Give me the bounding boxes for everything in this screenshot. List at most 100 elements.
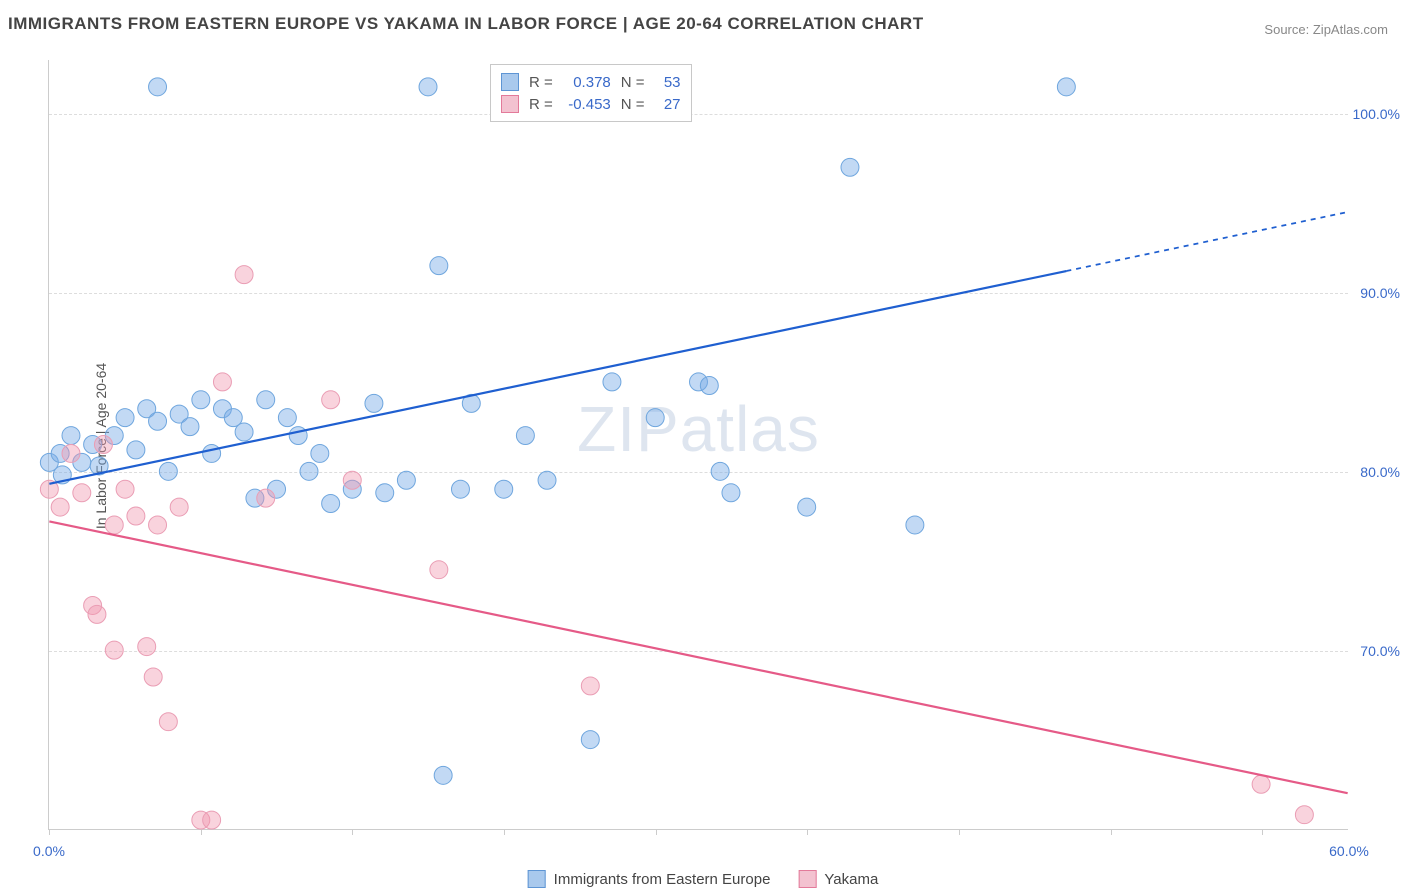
data-point: [495, 480, 513, 498]
series-swatch: [501, 73, 519, 91]
n-label: N =: [621, 96, 645, 113]
data-point: [1295, 806, 1313, 824]
data-point: [300, 462, 318, 480]
data-point: [170, 498, 188, 516]
data-point: [841, 158, 859, 176]
series-legend: Immigrants from Eastern Europe Yakama: [528, 870, 879, 888]
data-point: [144, 668, 162, 686]
data-point: [149, 516, 167, 534]
data-point: [105, 516, 123, 534]
data-point: [722, 484, 740, 502]
data-point: [51, 498, 69, 516]
data-point: [88, 605, 106, 623]
legend-item: Yakama: [798, 870, 878, 888]
data-point: [149, 412, 167, 430]
r-label: R =: [529, 74, 553, 91]
data-point: [94, 436, 112, 454]
data-point: [419, 78, 437, 96]
data-point: [235, 266, 253, 284]
r-label: R =: [529, 96, 553, 113]
data-point: [376, 484, 394, 502]
data-point: [906, 516, 924, 534]
data-point: [127, 507, 145, 525]
ytick-label: 80.0%: [1360, 464, 1400, 480]
data-point: [203, 811, 221, 829]
data-point: [397, 471, 415, 489]
trend-line-extrapolated: [1066, 212, 1347, 271]
data-point: [73, 484, 91, 502]
xtick: [1262, 829, 1263, 835]
series-swatch: [798, 870, 816, 888]
data-point: [192, 391, 210, 409]
data-point: [149, 78, 167, 96]
legend-label: Yakama: [824, 871, 878, 888]
stats-row: R = 0.378 N = 53: [501, 71, 681, 93]
data-point: [711, 462, 729, 480]
xtick: [807, 829, 808, 835]
data-point: [138, 638, 156, 656]
xtick: [352, 829, 353, 835]
source-prefix: Source:: [1264, 22, 1309, 37]
stats-row: R = -0.453 N = 27: [501, 93, 681, 115]
data-point: [430, 257, 448, 275]
r-value: -0.453: [563, 96, 611, 113]
data-point: [343, 471, 361, 489]
data-point: [127, 441, 145, 459]
n-value: 27: [655, 96, 681, 113]
data-point: [159, 462, 177, 480]
xtick-label: 0.0%: [33, 843, 65, 859]
data-point: [257, 391, 275, 409]
data-point: [322, 391, 340, 409]
xtick: [656, 829, 657, 835]
ytick-label: 100.0%: [1353, 106, 1400, 122]
data-point: [1057, 78, 1075, 96]
data-point: [278, 409, 296, 427]
xtick: [49, 829, 50, 835]
data-point: [430, 561, 448, 579]
data-point: [581, 677, 599, 695]
data-point: [62, 427, 80, 445]
ytick-label: 90.0%: [1360, 285, 1400, 301]
source-link[interactable]: ZipAtlas.com: [1313, 22, 1388, 37]
data-point: [213, 373, 231, 391]
stats-legend: R = 0.378 N = 53 R = -0.453 N = 27: [490, 64, 692, 122]
trend-line: [49, 271, 1066, 484]
chart-title: IMMIGRANTS FROM EASTERN EUROPE VS YAKAMA…: [8, 14, 924, 34]
data-point: [62, 444, 80, 462]
plot-area: ZIPatlas 70.0%80.0%90.0%100.0%0.0%60.0%: [48, 60, 1348, 830]
n-value: 53: [655, 74, 681, 91]
data-point: [603, 373, 621, 391]
xtick: [504, 829, 505, 835]
data-point: [646, 409, 664, 427]
trend-line: [49, 521, 1347, 793]
data-point: [116, 480, 134, 498]
series-swatch: [528, 870, 546, 888]
xtick-label: 60.0%: [1329, 843, 1369, 859]
ytick-label: 70.0%: [1360, 643, 1400, 659]
xtick: [1111, 829, 1112, 835]
data-point: [538, 471, 556, 489]
scatter-svg: [49, 60, 1348, 829]
data-point: [289, 427, 307, 445]
data-point: [203, 444, 221, 462]
legend-label: Immigrants from Eastern Europe: [554, 871, 771, 888]
legend-item: Immigrants from Eastern Europe: [528, 870, 771, 888]
data-point: [235, 423, 253, 441]
data-point: [311, 444, 329, 462]
data-point: [451, 480, 469, 498]
data-point: [434, 766, 452, 784]
data-point: [516, 427, 534, 445]
data-point: [322, 495, 340, 513]
data-point: [581, 731, 599, 749]
data-point: [798, 498, 816, 516]
n-label: N =: [621, 74, 645, 91]
data-point: [159, 713, 177, 731]
data-point: [105, 641, 123, 659]
r-value: 0.378: [563, 74, 611, 91]
xtick: [959, 829, 960, 835]
series-swatch: [501, 95, 519, 113]
chart-root: IMMIGRANTS FROM EASTERN EUROPE VS YAKAMA…: [0, 0, 1406, 892]
xtick: [201, 829, 202, 835]
data-point: [1252, 775, 1270, 793]
data-point: [181, 418, 199, 436]
